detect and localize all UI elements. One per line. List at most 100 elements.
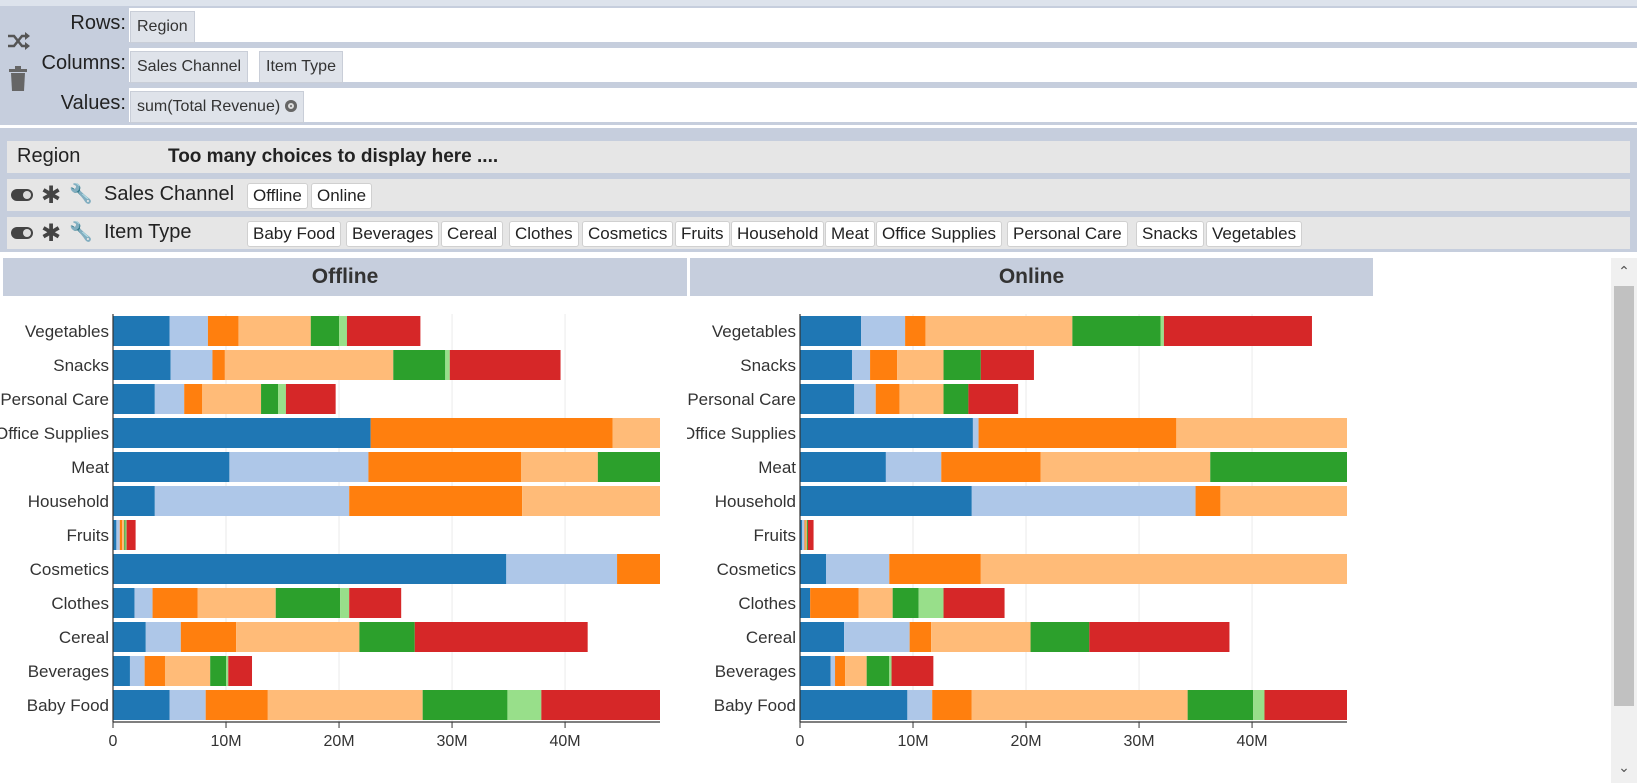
values-dropzone[interactable]: sum(Total Revenue) <box>129 88 1637 123</box>
bar-segment[interactable] <box>978 418 1177 448</box>
bar-segment[interactable] <box>414 622 588 652</box>
bar-segment[interactable] <box>1264 690 1347 720</box>
bar-segment[interactable] <box>971 690 1188 720</box>
bar-segment[interactable] <box>612 418 660 448</box>
bar-segment[interactable] <box>422 690 508 720</box>
bar-segment[interactable] <box>129 656 145 686</box>
bar-segment[interactable] <box>943 350 981 380</box>
bar-segment[interactable] <box>1253 690 1265 720</box>
bar-segment[interactable] <box>802 520 805 550</box>
bar-segment[interactable] <box>393 350 446 380</box>
bar-segment[interactable] <box>340 588 350 618</box>
bar-segment[interactable] <box>597 452 660 482</box>
bar-segment[interactable] <box>835 656 846 686</box>
bar-segment[interactable] <box>1089 622 1230 652</box>
bar-segment[interactable] <box>169 316 208 346</box>
bar-segment[interactable] <box>1163 316 1312 346</box>
chip-cereal[interactable]: Cereal <box>441 221 504 247</box>
wrench-icon[interactable]: 🔧 <box>69 184 93 205</box>
bar-segment[interactable] <box>932 690 972 720</box>
chip-clothes[interactable]: Clothes <box>509 221 579 247</box>
bar-segment[interactable] <box>866 656 890 686</box>
bar-segment[interactable] <box>858 588 893 618</box>
trash-icon[interactable] <box>8 66 28 92</box>
chip-personal-care[interactable]: Personal Care <box>1007 221 1128 247</box>
bar-segment[interactable] <box>359 622 415 652</box>
bar-segment[interactable] <box>941 452 1041 482</box>
bar-segment[interactable] <box>169 690 206 720</box>
bar-segment[interactable] <box>261 384 279 414</box>
bar-segment[interactable] <box>205 690 268 720</box>
bar-segment[interactable] <box>617 554 660 584</box>
values-field-total-revenue[interactable]: sum(Total Revenue) <box>130 91 305 123</box>
scroll-down-icon[interactable]: ⌄ <box>1618 759 1630 775</box>
bar-segment[interactable] <box>449 350 561 380</box>
columns-field-sales-channel[interactable]: Sales Channel <box>130 51 249 83</box>
bar-segment[interactable] <box>113 316 170 346</box>
bar-segment[interactable] <box>229 452 369 482</box>
chip-snacks[interactable]: Snacks <box>1136 221 1204 247</box>
toggle-icon[interactable] <box>11 189 33 201</box>
asterisk-icon[interactable]: ✱ <box>41 182 62 209</box>
bar-segment[interactable] <box>800 316 862 346</box>
bar-segment[interactable] <box>925 316 1073 346</box>
bar-segment[interactable] <box>113 622 146 652</box>
bar-segment[interactable] <box>1220 486 1347 516</box>
chip-baby-food[interactable]: Baby Food <box>247 221 342 247</box>
bar-segment[interactable] <box>346 316 421 346</box>
chip-offline[interactable]: Offline <box>247 183 308 209</box>
bar-segment[interactable] <box>238 316 311 346</box>
bar-segment[interactable] <box>968 384 1019 414</box>
bar-segment[interactable] <box>1072 316 1161 346</box>
bar-segment[interactable] <box>520 452 598 482</box>
shuffle-icon[interactable] <box>6 30 32 52</box>
wrench-icon[interactable]: 🔧 <box>69 222 93 243</box>
bar-segment[interactable] <box>943 384 969 414</box>
bar-segment[interactable] <box>126 520 136 550</box>
bar-segment[interactable] <box>800 554 826 584</box>
bar-segment[interactable] <box>124 520 126 550</box>
bar-segment[interactable] <box>197 588 276 618</box>
bar-segment[interactable] <box>807 520 814 550</box>
bar-segment[interactable] <box>349 486 523 516</box>
bar-segment[interactable] <box>154 384 185 414</box>
bar-segment[interactable] <box>236 622 360 652</box>
chip-cosmetics[interactable]: Cosmetics <box>582 221 674 247</box>
gear-icon[interactable] <box>285 100 298 112</box>
bar-segment[interactable] <box>1195 486 1221 516</box>
bar-segment[interactable] <box>113 588 135 618</box>
scrollbar-thumb[interactable] <box>1614 286 1634 706</box>
bar-segment[interactable] <box>202 384 262 414</box>
bar-segment[interactable] <box>541 690 660 720</box>
bar-segment[interactable] <box>113 656 130 686</box>
bar-segment[interactable] <box>810 588 859 618</box>
bar-segment[interactable] <box>134 588 153 618</box>
bar-segment[interactable] <box>212 350 225 380</box>
chip-beverages[interactable]: Beverages <box>346 221 440 247</box>
bar-segment[interactable] <box>905 316 926 346</box>
vertical-scrollbar[interactable]: ⌃ ⌄ <box>1611 258 1637 783</box>
rows-field-region[interactable]: Region <box>130 11 195 43</box>
bar-segment[interactable] <box>1030 622 1090 652</box>
bar-segment[interactable] <box>164 656 211 686</box>
chip-office-supplies[interactable]: Office Supplies <box>876 221 1003 247</box>
bar-segment[interactable] <box>522 486 660 516</box>
bar-segment[interactable] <box>228 656 253 686</box>
bar-segment[interactable] <box>918 588 944 618</box>
bar-segment[interactable] <box>210 656 227 686</box>
bar-segment[interactable] <box>892 588 919 618</box>
columns-field-item-type[interactable]: Item Type <box>259 51 343 83</box>
bar-segment[interactable] <box>339 316 347 346</box>
bar-segment[interactable] <box>507 690 542 720</box>
bar-segment[interactable] <box>125 520 127 550</box>
bar-segment[interactable] <box>800 418 973 448</box>
toggle-icon[interactable] <box>11 227 33 239</box>
bar-segment[interactable] <box>971 486 1196 516</box>
bar-segment[interactable] <box>119 520 123 550</box>
bar-segment[interactable] <box>800 384 855 414</box>
bar-segment[interactable] <box>844 622 910 652</box>
bar-segment[interactable] <box>980 350 1034 380</box>
bar-segment[interactable] <box>800 656 831 686</box>
bar-segment[interactable] <box>889 656 892 686</box>
bar-segment[interactable] <box>1160 316 1164 346</box>
